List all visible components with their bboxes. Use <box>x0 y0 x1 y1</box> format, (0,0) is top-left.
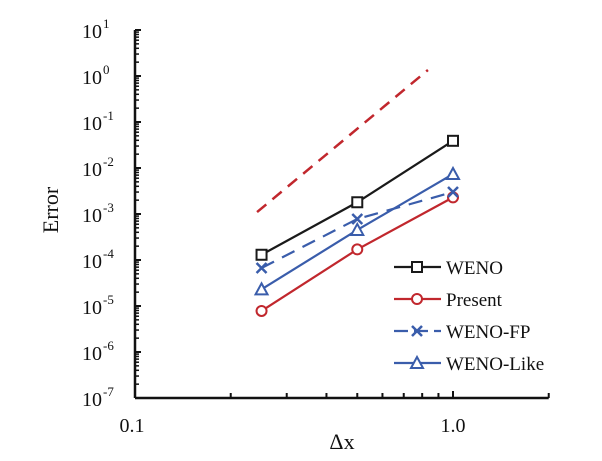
data-point <box>351 213 364 225</box>
legend-item: WENO <box>394 258 503 279</box>
y-tick-label: 10 <box>82 297 102 319</box>
y-tick-label-exponent: -7 <box>103 384 114 399</box>
y-tick-label-exponent: -2 <box>103 154 114 169</box>
legend-label: Present <box>446 290 503 311</box>
legend-item: Present <box>394 290 503 311</box>
legend-marker <box>409 354 425 369</box>
y-tick-label-exponent: -4 <box>103 246 114 261</box>
y-tick-label: 10 <box>82 205 102 227</box>
x-axis-label: Δx <box>329 429 354 454</box>
y-tick-label: 10 <box>82 21 102 43</box>
series-weno-fp <box>255 186 459 274</box>
plot-area <box>253 69 461 317</box>
legend-marker <box>411 261 423 273</box>
data-point <box>255 304 268 317</box>
y-tick-label: 10 <box>82 159 102 181</box>
y-tick-label-exponent: 1 <box>103 16 110 31</box>
data-point <box>351 243 364 256</box>
y-tick-label-exponent: 0 <box>103 62 110 77</box>
data-point <box>255 248 268 261</box>
x-tick-label: 0.1 <box>120 415 145 437</box>
legend-label: WENO <box>446 258 503 279</box>
data-point <box>445 165 461 181</box>
legend-item: WENO-FP <box>394 322 530 343</box>
data-point <box>253 281 270 296</box>
y-tick-label: 10 <box>82 389 102 411</box>
y-tick-label: 10 <box>82 67 102 89</box>
y-tick-label: 10 <box>82 113 102 135</box>
series-present <box>255 191 459 317</box>
legend-marker <box>411 325 423 337</box>
data-point <box>349 221 365 236</box>
legend: WENO Present WENO-FP WENO-Like <box>394 258 544 375</box>
data-point <box>447 134 459 147</box>
y-axis-label: Error <box>38 186 63 233</box>
y-tick-label-exponent: -5 <box>103 292 114 307</box>
y-tick-label: 10 <box>82 343 102 365</box>
data-point <box>351 196 364 209</box>
series-weno-like <box>253 165 461 296</box>
x-tick-label: 1.0 <box>441 415 466 437</box>
series-weno <box>255 134 459 261</box>
legend-item: WENO-Like <box>394 354 544 375</box>
y-tick-label-exponent: -6 <box>103 338 114 353</box>
y-tick-label-exponent: -1 <box>103 108 114 123</box>
legend-marker <box>411 293 423 305</box>
legend-label: WENO-Like <box>446 354 544 375</box>
data-point <box>255 262 268 274</box>
legend-label: WENO-FP <box>446 322 530 343</box>
y-tick-label: 10 <box>82 251 102 273</box>
reference-slope-line <box>256 69 429 214</box>
series-line <box>261 190 454 269</box>
y-tick-label-exponent: -3 <box>103 200 114 215</box>
data-point <box>447 186 459 198</box>
